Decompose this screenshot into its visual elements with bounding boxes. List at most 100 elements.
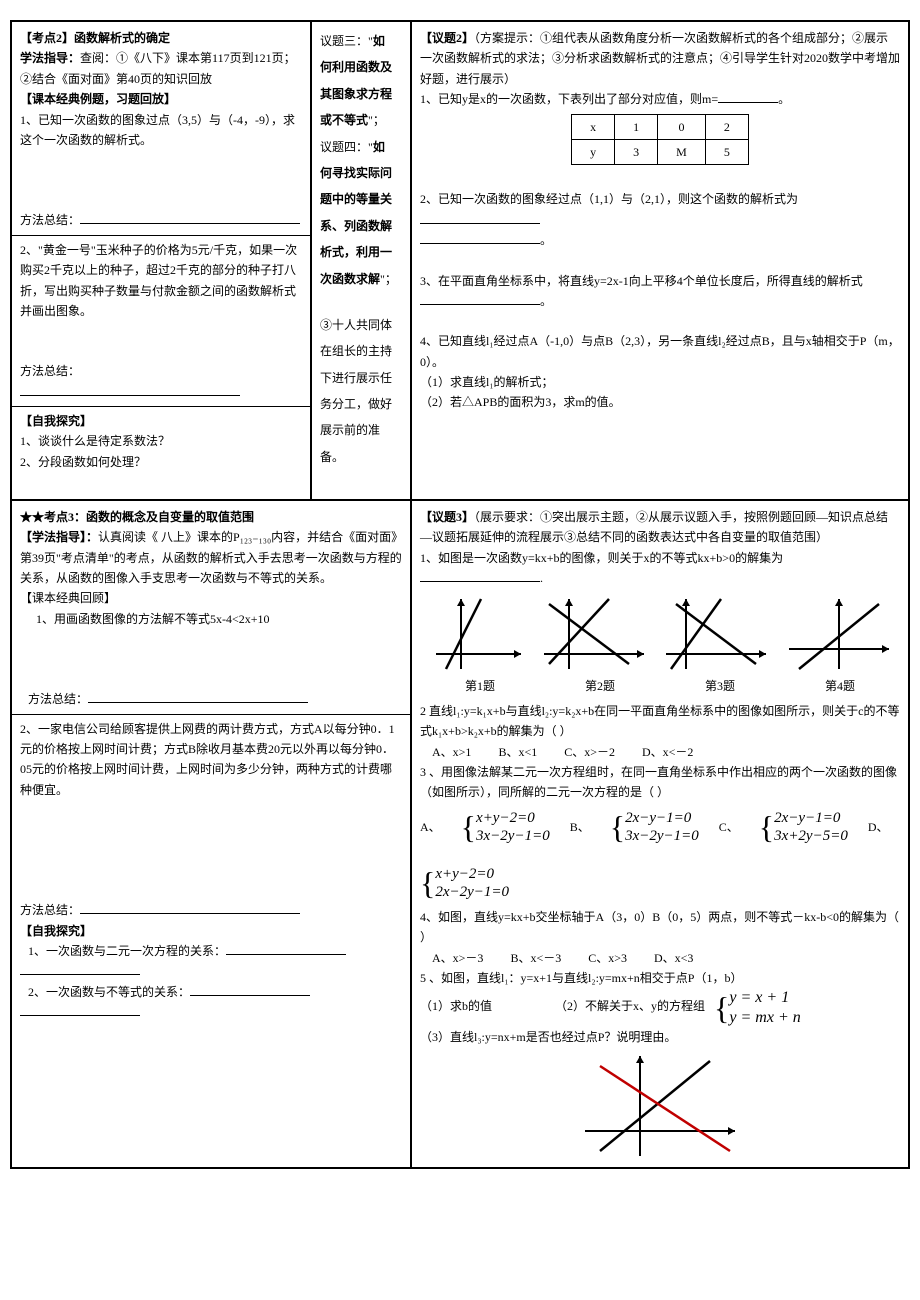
g4: 务分工，做好 [320,391,402,417]
t4f-b: 次函数求解 [320,272,380,286]
graph-row [420,594,900,674]
blank [420,568,540,582]
t3b: 何利用函数及 [320,54,402,80]
q4-b: B、x<－3 [510,951,561,965]
worksheet-page: 【考点2】函数解析式的确定 学法指导：查阅：①《八下》课本第117页到121页；… [10,20,910,1169]
q4-d: D、x<3 [654,951,693,965]
tr-q4b: （1）求直线l₁的解析式； [420,372,900,392]
eq-c1: 2x−y−1=0 [774,809,848,827]
opt-c-label: C、 [719,817,739,837]
cell-top-right: 【议题2】（方案提示：①组代表从函数角度分析一次函数解析式的各个组成部分；②展示… [411,21,909,500]
t4f: "； [380,272,397,286]
guide-label: 学法指导： [20,51,80,65]
t4b: 何寻找实际问 [320,160,402,186]
t3a: 议题三：" [320,34,373,48]
th-0: 0 [658,114,706,139]
q4-a: A、x>－3 [432,951,483,965]
t3d-b: 或不等式 [320,113,368,127]
t4c: 题中的等量关 [320,186,402,212]
br-q3: 3 、用图像法解某二元一次方程组时，在同一直角坐标系中作出相应的两个一次函数的图… [420,762,900,803]
t4d: 系、列函数解 [320,213,402,239]
cell-top-left: 【考点2】函数解析式的确定 学法指导：查阅：①《八下》课本第117页到121页；… [11,21,311,500]
bl-q2: 2、一家电信公司给顾客提供上网费的两计费方式，方式A以每分钟0．1元的价格按上网… [20,719,402,801]
br-title: 【议题3】 [420,510,474,524]
bl-method-label-2: 方法总结： [20,903,80,917]
opt-d-label: D、 [868,817,889,837]
blank [80,900,300,914]
lbl-1: 第1题 [465,676,495,696]
br-q2: 2 直线l₁:y=k₁x+b与直线l₂:y=k₂x+b在同一平面直角坐标系中的图… [420,701,900,742]
br-q5: 5 、如图，直线l₁：y=x+1与直线l₂:y=mx+n相交于点P（1，b） [420,968,900,988]
tr-hint: （方案提示：①组代表从函数角度分析一次函数解析式的各个组成部分；②展示一次函数解… [420,31,900,86]
lbl-3: 第3题 [705,676,735,696]
th-2: 2 [705,114,748,139]
eq-d1: x+y−2=0 [435,865,509,883]
sys-d: { x+y−2=02x−2y−1=0 [420,865,509,901]
graph-q5 [580,1051,740,1161]
sys-e2: y = mx + n [729,1008,800,1027]
br-q4: 4、如图，直线y=kx+b交坐标轴于A（3，0）B（0，5）两点，则不等式－kx… [420,907,900,948]
tl-exp1: 1、谈谈什么是待定系数法？ [20,431,302,451]
g5: 展示前的准备。 [320,417,402,470]
tr-q4c: （2）若△APB的面积为3，求m的值。 [420,392,900,412]
br-q1: 1、如图是一次函数y=kx+b的图像，则关于x的不等式kx+b>0的解集为 [420,551,783,565]
q2-d: D、x<－2 [642,745,693,759]
tl-q2: 2、"黄金一号"玉米种子的价格为5元/千克，如果一次购买2千克以上的种子，超过2… [20,240,302,322]
tr-q2: 2、已知一次函数的图象经过点（1,1）与（2,1），则这个函数的解析式为 [420,192,798,206]
opt-a-label: A、 [420,817,441,837]
blank [190,982,310,996]
q2-options: A、x>1 B、x<1 C、x>－2 D、x<－2 [432,742,900,762]
th-x: x [572,114,615,139]
method-label-2: 方法总结： [20,364,80,378]
q2-a: A、x>1 [432,745,471,759]
bl-q1: 1、用画函数图像的方法解不等式5x-4<2x+10 [20,609,402,629]
th-1: 1 [615,114,658,139]
q4-c: C、x>3 [588,951,627,965]
eq-a1: x+y−2=0 [476,809,550,827]
tl-exp2: 2、分段函数如何处理？ [20,452,302,472]
tr-q3: 3、在平面直角坐标系中，将直线y=2x-1向上平移4个单位长度后，所得直线的解析… [420,274,863,288]
eq-c2: 3x+2y−5=0 [774,827,848,845]
tr-q1: 1、已知y是x的一次函数，下表列出了部分对应值，则m= [420,92,718,106]
tr-3: 3 [615,139,658,164]
kp3-title: ★★考点3：函数的概念及自变量的取值范围 [20,507,402,527]
sys-c: { 2x−y−1=03x+2y−5=0 [759,809,848,845]
graph-3 [661,594,771,674]
graph-labels: 第1题 第2题 第3题 第4题 [420,676,900,696]
g1: ③十人共同体 [320,312,402,338]
tr-title: 【议题2】 [420,31,474,45]
blank [226,941,346,955]
sys-a: { x+y−2=03x−2y−1=0 [461,809,550,845]
classic-label: 【课本经典例题，习题回放】 [20,89,302,109]
blank [88,689,308,703]
graph-1 [426,594,526,674]
tl-q1: 1、已知一次函数的图象过点（3,5）与（-4，-9），求这个一次函数的解析式。 [20,110,302,151]
g2: 在组长的主持 [320,338,402,364]
br-hint: （展示要求：①突出展示主题，②从展示议题入手，按照例题回顾—知识点总结—议题拓展… [420,510,888,544]
eq-d2: 2x−2y−1=0 [435,883,509,901]
blank [20,382,240,396]
bl-guide-label: 【学法指导】： [20,530,98,544]
cell-bottom-left: ★★考点3：函数的概念及自变量的取值范围 【学法指导】：认真阅读《 八上》课本的… [11,500,411,1168]
eq-a2: 3x−2y−1=0 [476,827,550,845]
tr-5: 5 [705,139,748,164]
tr-m: M [658,139,706,164]
q4-options: A、x>－3 B、x<－3 C、x>3 D、x<3 [432,948,900,968]
q5-2: （2）不解关于x、y的方程组 [555,999,705,1013]
blank [20,1002,140,1016]
t4e: 析式，利用一 [320,239,402,265]
cell-top-mid: 议题三："如 何利用函数及 其图象求方程 或不等式"； 议题四："如 何寻找实际… [311,21,411,500]
sys-b: { 2x−y−1=03x−2y−1=0 [610,809,699,845]
tr-y: y [572,139,615,164]
bl-classic-label: 【课本经典回顾】 [20,588,402,608]
q2-b: B、x<1 [498,745,537,759]
t3c: 其图象求方程 [320,81,402,107]
explore-label: 【自我探究】 [20,411,302,431]
t3d: "； [368,113,385,127]
lbl-2: 第2题 [585,676,615,696]
bl-method-label: 方法总结： [28,692,88,706]
q3-options: A、 { x+y−2=03x−2y−1=0 B、 { 2x−y−1=03x−2y… [420,809,900,901]
q5-3: （3）直线l₃:y=nx+m是否也经过点P？说明理由。 [420,1027,900,1047]
blank [718,89,778,103]
lbl-4: 第4题 [825,676,855,696]
